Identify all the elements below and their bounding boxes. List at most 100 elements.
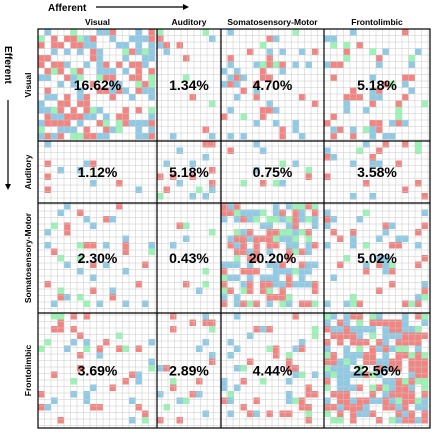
matrix-cell — [83, 42, 90, 49]
matrix-cell — [247, 281, 254, 288]
matrix-cell — [395, 120, 402, 127]
percent-label-1-1: 5.18% — [169, 164, 209, 180]
matrix-cell — [44, 404, 51, 411]
matrix-cell — [421, 193, 428, 200]
matrix-cell — [77, 332, 84, 339]
matrix-cell — [221, 216, 228, 223]
matrix-cell — [240, 180, 247, 187]
matrix-cell — [337, 391, 344, 398]
matrix-cell — [135, 87, 142, 94]
matrix-cell — [103, 74, 110, 81]
matrix-cell — [38, 42, 45, 49]
matrix-cell — [389, 261, 396, 268]
matrix-cell — [330, 35, 337, 42]
matrix-cell — [260, 68, 267, 75]
matrix-cell — [260, 42, 267, 49]
matrix-cell — [395, 107, 402, 114]
matrix-cell — [83, 339, 90, 346]
matrix-cell — [299, 216, 306, 223]
matrix-cell — [227, 261, 234, 268]
matrix-cell — [77, 365, 84, 372]
matrix-cell — [90, 242, 97, 249]
matrix-cell — [148, 68, 155, 75]
matrix-cell — [109, 29, 116, 36]
matrix-cell — [103, 87, 110, 94]
matrix-cell — [337, 235, 344, 242]
matrix-cell — [44, 113, 51, 120]
matrix-cell — [103, 120, 110, 127]
matrix-cell — [77, 255, 84, 262]
matrix-cell — [273, 352, 280, 359]
matrix-cell — [382, 222, 389, 229]
matrix-cell — [163, 186, 170, 193]
matrix-cell — [227, 242, 234, 249]
matrix-cell — [389, 120, 396, 127]
matrix-cell — [170, 378, 177, 385]
matrix-cell — [376, 384, 383, 391]
matrix-cell — [227, 209, 234, 216]
matrix-cell — [343, 384, 350, 391]
matrix-cell — [234, 235, 241, 242]
matrix-cell — [266, 107, 273, 114]
matrix-cell — [312, 371, 319, 378]
matrix-cell — [266, 35, 273, 42]
matrix-cell — [389, 345, 396, 352]
matrix-cell — [363, 404, 370, 411]
matrix-cell — [376, 339, 383, 346]
matrix-cell — [337, 339, 344, 346]
matrix-cell — [273, 180, 280, 187]
matrix-cell — [96, 352, 103, 359]
matrix-cell — [209, 141, 216, 148]
percent-label-1-2: 0.75% — [253, 164, 293, 180]
matrix-cell — [135, 120, 142, 127]
matrix-cell — [286, 281, 293, 288]
matrix-cell — [305, 229, 312, 236]
matrix-cell — [240, 113, 247, 120]
matrix-cell — [395, 378, 402, 385]
matrix-cell — [324, 384, 331, 391]
matrix-cell — [70, 391, 77, 398]
matrix-cell — [109, 384, 116, 391]
matrix-cell — [389, 358, 396, 365]
matrix-cell — [44, 94, 51, 101]
matrix-cell — [279, 126, 286, 133]
matrix-cell — [337, 332, 344, 339]
matrix-cell — [376, 147, 383, 154]
matrix-cell — [64, 229, 71, 236]
matrix-cell — [286, 242, 293, 249]
matrix-cell — [350, 313, 357, 320]
matrix-cell — [421, 209, 428, 216]
matrix-cell — [356, 300, 363, 307]
matrix-cell — [299, 48, 306, 55]
matrix-cell — [421, 384, 428, 391]
matrix-cell — [148, 48, 155, 55]
matrix-cell — [221, 113, 228, 120]
matrix-cell — [253, 87, 260, 94]
matrix-cell — [129, 417, 136, 424]
matrix-cell — [227, 81, 234, 88]
row-label-2: Somatosensory-Motor — [23, 212, 33, 303]
matrix-cell — [142, 61, 149, 68]
matrix-cell — [227, 287, 234, 294]
percent-label-3-1: 2.89% — [169, 363, 209, 379]
matrix-cell — [292, 371, 299, 378]
matrix-cell — [415, 397, 422, 404]
matrix-cell — [148, 358, 155, 365]
percent-labels: 16.62% 1.34% 4.70% 5.18% 1.12% 5.18% 0.75% 3.58… — [74, 77, 402, 379]
matrix-cell — [44, 87, 51, 94]
matrix-cell — [202, 154, 209, 161]
matrix-cell — [330, 216, 337, 223]
matrix-cell — [408, 61, 415, 68]
matrix-cell — [408, 391, 415, 398]
matrix-cell — [247, 229, 254, 236]
matrix-cell — [96, 345, 103, 352]
matrix-cell — [70, 81, 77, 88]
matrix-cell — [77, 74, 84, 81]
matrix-cell — [103, 113, 110, 120]
matrix-cell — [382, 384, 389, 391]
matrix-cell — [343, 352, 350, 359]
matrix-cell — [312, 209, 319, 216]
matrix-cell — [96, 107, 103, 114]
matrix-cell — [176, 417, 183, 424]
matrix-cell — [408, 55, 415, 62]
